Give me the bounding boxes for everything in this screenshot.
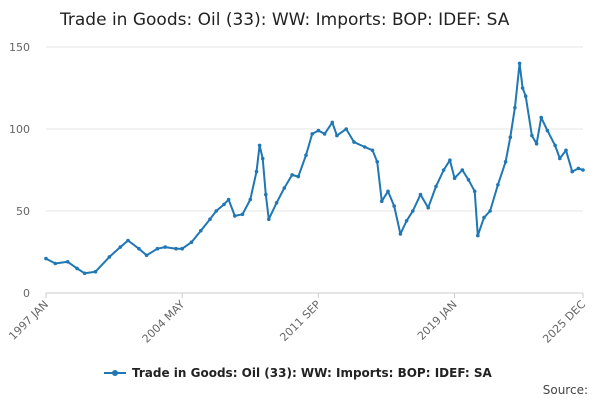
data-point [488,209,492,213]
x-tick-label: 2025 DEC [540,298,588,346]
data-point [466,178,471,182]
data-point [375,160,380,164]
data-point [460,168,465,172]
data-point [222,202,226,207]
data-point [558,156,562,161]
legend[interactable]: Trade in Goods: Oil (33): WW: Imports: B… [104,366,492,380]
data-point [344,127,349,131]
data-point [254,169,259,174]
x-tick-label: 2011 SEP [277,298,323,344]
data-point [352,140,356,144]
data-point [335,133,339,138]
data-point [418,192,423,197]
data-point [553,143,557,148]
data-point [576,166,581,171]
data-point [386,189,390,194]
series-layer [44,61,585,276]
data-point [520,86,525,90]
data-point [144,253,149,258]
data-point [539,115,543,120]
data-point [411,209,415,213]
y-tick-label: 150 [9,41,30,54]
data-point [53,261,58,266]
data-point [482,215,486,220]
data-point [233,214,237,218]
data-point [82,271,87,276]
data-point [322,132,327,136]
x-tick-label: 2019 JAN [415,298,460,343]
data-point [282,186,287,190]
legend-label: Trade in Goods: Oil (33): WW: Imports: B… [132,366,492,380]
data-point [189,240,194,244]
data-point [264,192,268,197]
data-point [448,158,452,162]
data-point [257,143,262,148]
data-point [296,174,301,179]
data-point [517,61,522,66]
data-point [118,245,123,249]
data-point [44,256,48,261]
y-tick-label: 100 [9,123,30,136]
data-point [508,135,513,139]
data-point [126,238,130,243]
data-point [310,132,315,136]
data-point [199,228,203,233]
data-point [472,189,477,194]
data-point [452,176,457,180]
data-point [180,246,184,251]
data-point [65,260,70,264]
legend-marker-swatch [112,370,118,376]
data-point [545,128,550,133]
data-point [93,269,98,274]
data-point [107,255,112,259]
data-point [304,153,308,157]
x-tick-label: 2004 MAY [140,298,188,346]
data-point [155,246,160,251]
data-point [534,142,539,146]
data-point [240,212,245,217]
x-tick-label: 1997 JAN [6,298,51,343]
data-point [174,246,178,251]
data-point [163,245,167,249]
data-point [137,246,141,251]
y-axis-ticks: 0 50 100 150 [9,41,30,300]
series-line [45,62,584,275]
x-axis-ticks: 1997 JAN 2004 MAY 2011 SEP 2019 JAN 2025 DEC [6,293,588,346]
y-tick-label: 50 [16,205,30,218]
data-point [392,204,397,208]
data-point [248,197,253,202]
grid-lines [46,46,583,212]
y-tick-label: 0 [23,287,30,300]
data-point [75,266,79,271]
data-point [441,168,446,172]
data-point [530,133,534,138]
data-point [330,120,335,125]
data-point [208,217,212,221]
data-point [290,173,294,177]
data-point [370,148,375,153]
data-point [426,205,431,210]
data-point [570,169,574,174]
data-point [274,201,279,205]
data-point [267,217,271,221]
data-point [404,219,409,223]
data-point [434,184,438,189]
chart-title: Trade in Goods: Oil (33): WW: Imports: B… [59,10,510,30]
data-point [503,160,508,164]
data-point [260,156,265,161]
data-point [316,128,321,133]
data-point [476,233,480,238]
data-point [513,105,517,110]
data-point [380,199,384,203]
data-point [398,232,403,236]
data-point [523,94,528,98]
data-point [363,145,367,149]
data-point [226,197,231,202]
data-point [581,168,585,172]
data-point [496,183,500,187]
data-point [214,209,218,213]
source-label: Source: [543,383,588,397]
data-point [564,148,568,153]
